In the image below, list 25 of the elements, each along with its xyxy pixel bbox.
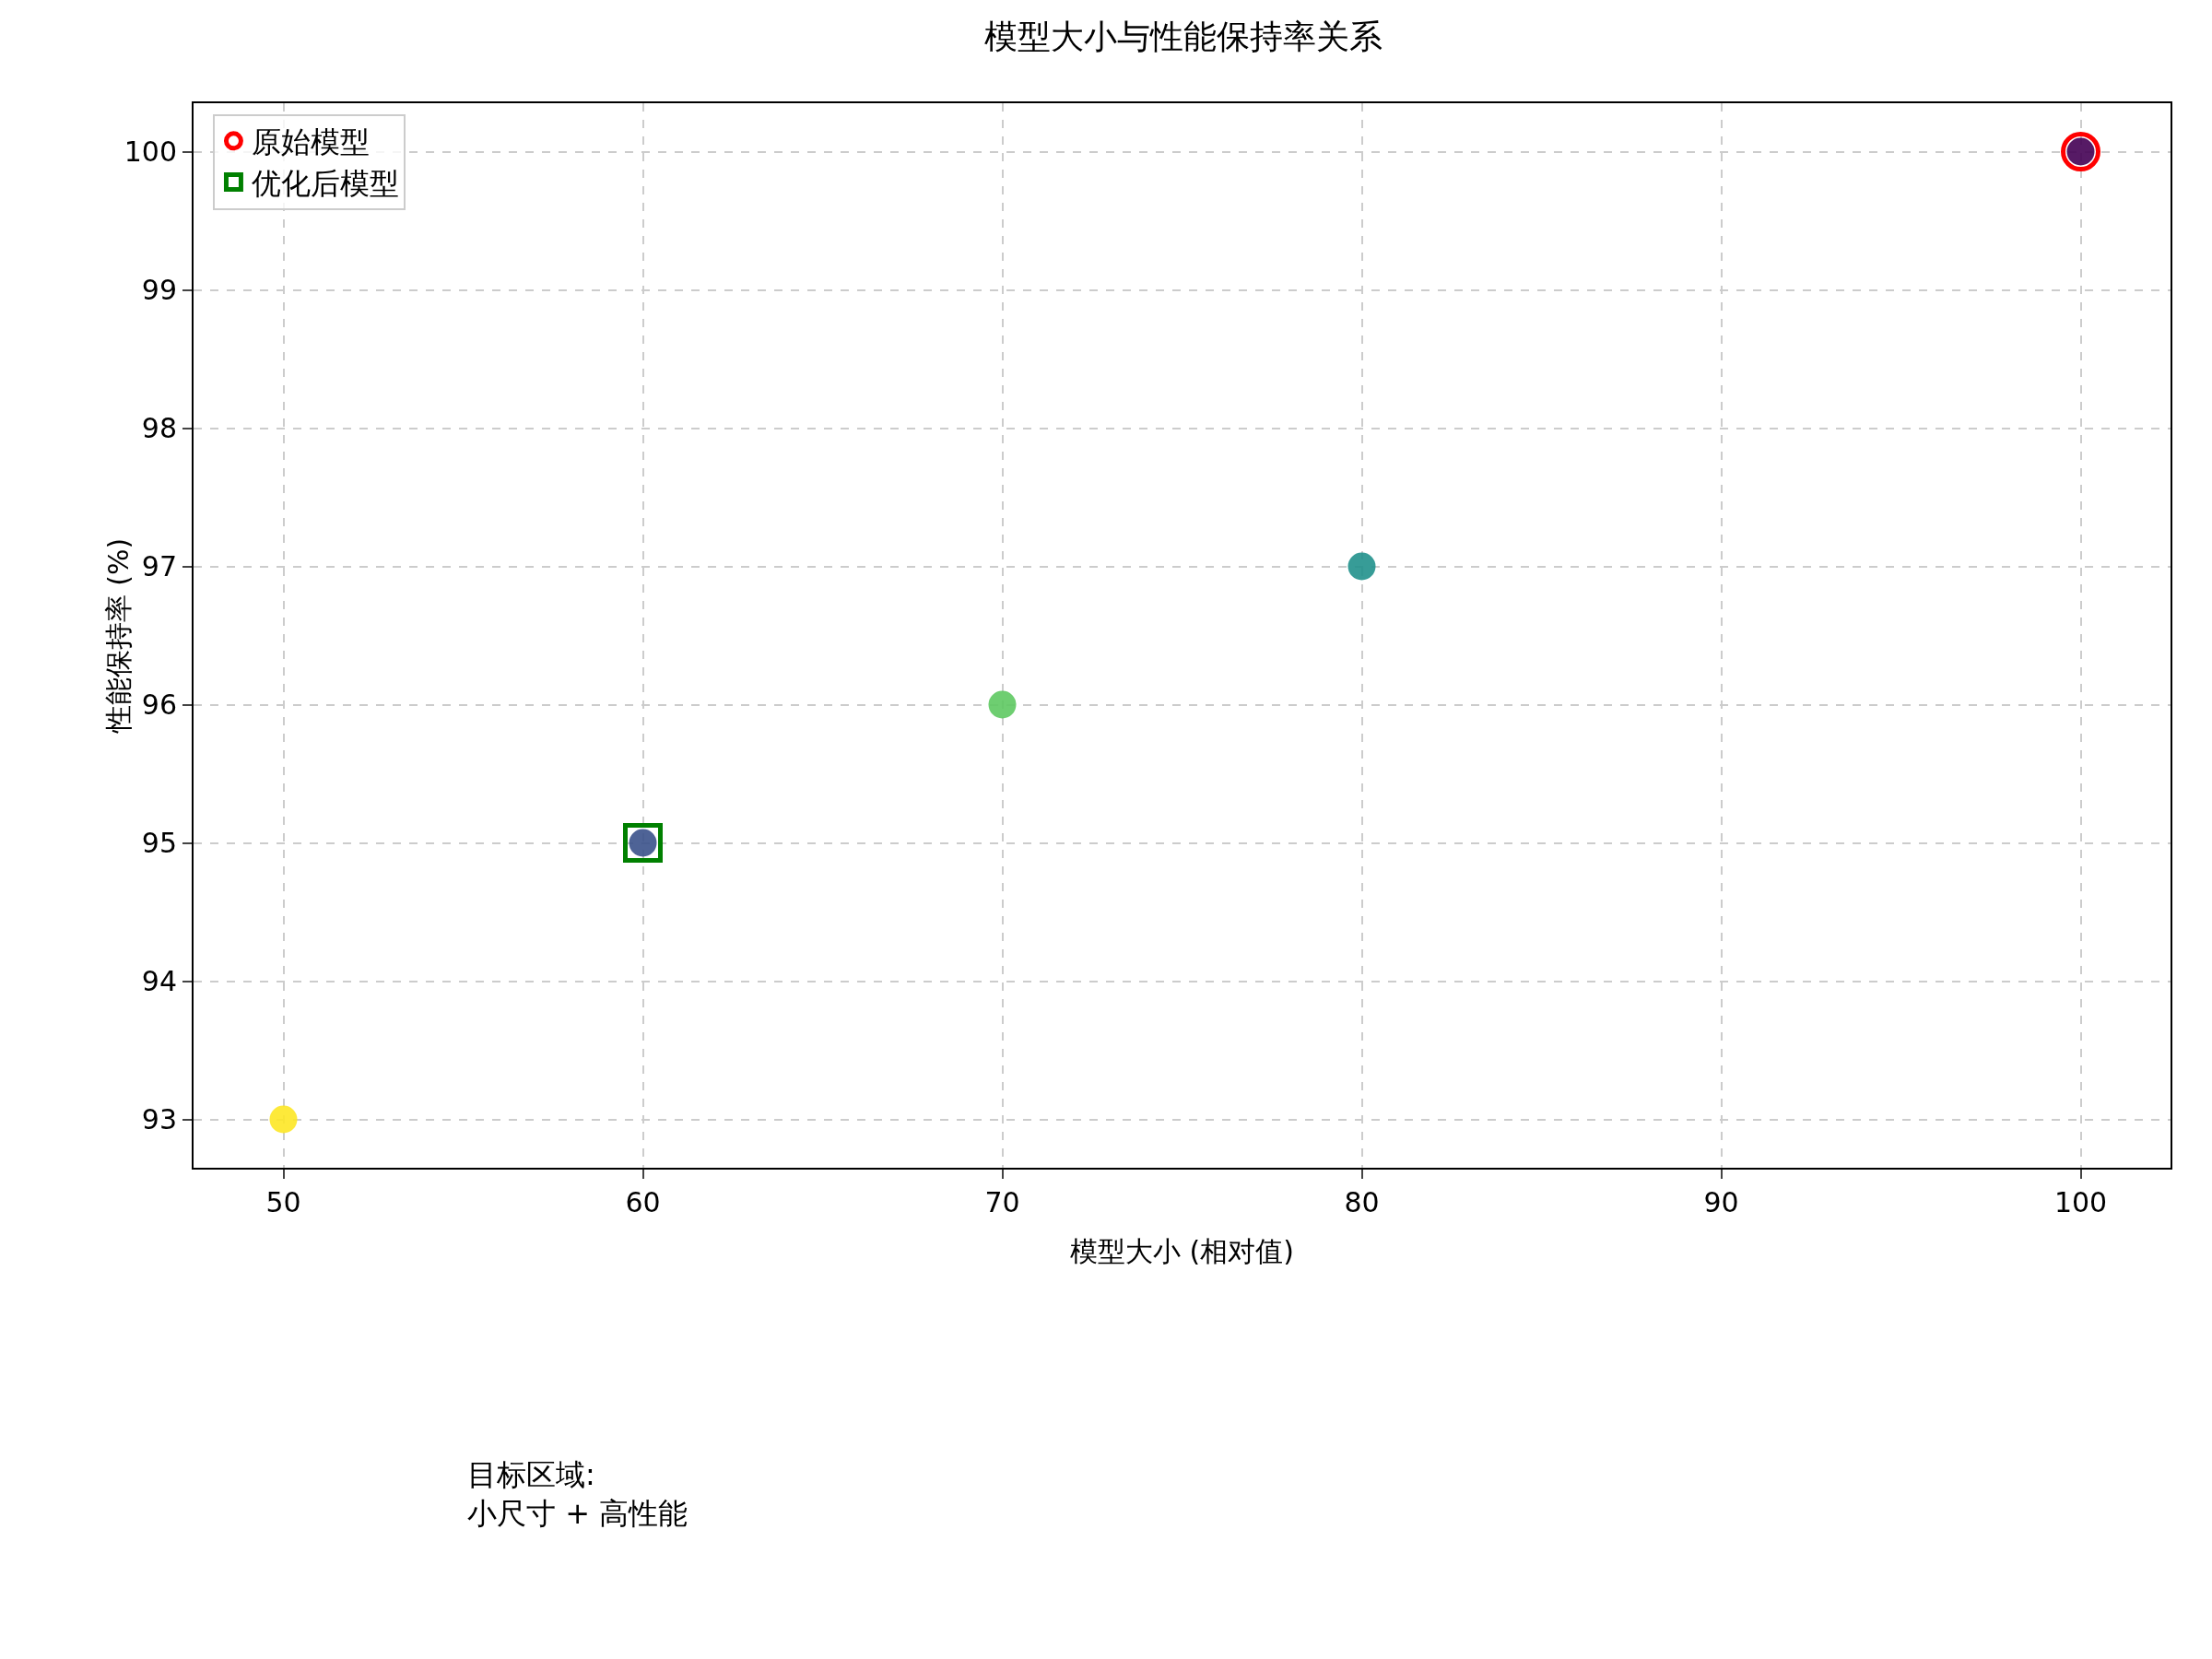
x-tick-label: 100 <box>2053 1186 2108 1218</box>
point <box>623 823 663 863</box>
point <box>2061 132 2100 171</box>
x-tick-label: 60 <box>625 1186 661 1218</box>
y-axis-title: 性能保持率 (%) <box>102 537 135 735</box>
x-tick-label: 90 <box>1703 1186 1739 1218</box>
y-tick-label: 95 <box>141 827 177 859</box>
y-tick-label: 100 <box>124 135 177 168</box>
point <box>988 690 1017 719</box>
y-tick-label: 99 <box>141 274 177 306</box>
x-tick-label: 50 <box>265 1186 301 1218</box>
chart-title: 模型大小与性能保持率关系 <box>984 18 1382 56</box>
legend-label: 原始模型 <box>252 124 371 160</box>
point <box>269 1105 298 1134</box>
legend-label: 优化后模型 <box>252 165 400 201</box>
x-tick-label: 80 <box>1344 1186 1380 1218</box>
x-tick-label: 70 <box>984 1186 1020 1218</box>
y-tick-label: 96 <box>141 688 177 721</box>
y-tick-label: 98 <box>141 412 177 444</box>
point <box>1347 552 1376 581</box>
y-tick-label: 97 <box>141 550 177 582</box>
text: 目标区域: 小尺寸 + 高性能 <box>467 1457 688 1531</box>
x-axis-title: 模型大小 (相对值) <box>1070 1235 1294 1267</box>
y-tick-label: 93 <box>141 1103 177 1135</box>
y-tick-label: 94 <box>141 965 177 997</box>
